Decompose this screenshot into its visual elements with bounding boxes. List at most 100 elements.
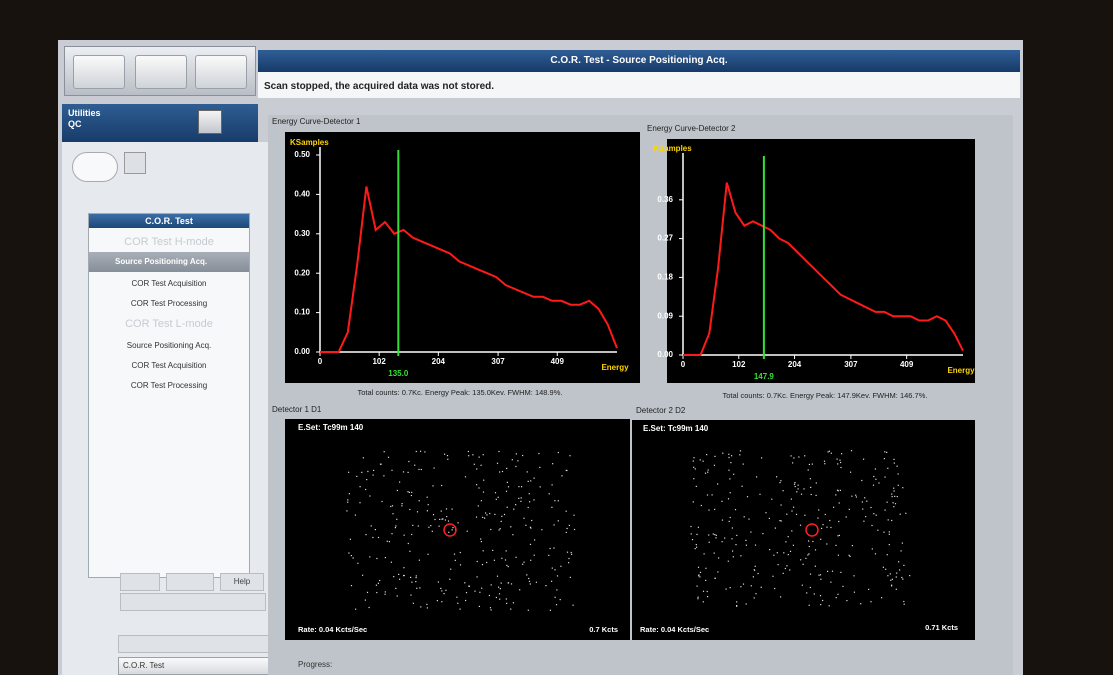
event-dot — [746, 603, 747, 604]
event-dot — [571, 552, 572, 553]
event-dot — [747, 496, 748, 497]
event-dot — [753, 576, 754, 577]
event-dot — [820, 574, 821, 575]
event-dot — [499, 593, 500, 594]
event-dot — [899, 569, 900, 570]
event-dot — [736, 601, 737, 602]
event-dot — [728, 561, 729, 562]
event-dot — [401, 505, 402, 506]
event-dot — [531, 520, 532, 521]
event-dot — [726, 589, 727, 590]
event-dot — [530, 528, 531, 529]
event-dot — [714, 509, 715, 510]
event-dot — [871, 525, 872, 526]
event-dot — [445, 519, 446, 520]
event-dot — [690, 526, 691, 527]
event-dot — [496, 597, 497, 598]
event-dot — [415, 581, 416, 582]
event-dot — [411, 492, 412, 493]
event-dot — [833, 507, 834, 508]
event-dot — [346, 510, 347, 511]
event-dot — [467, 531, 468, 532]
event-dot — [409, 551, 410, 552]
event-dot — [573, 515, 574, 516]
event-dot — [522, 564, 523, 565]
event-dot — [853, 575, 854, 576]
y-tick-label: 0.18 — [657, 273, 673, 282]
event-dot — [517, 460, 518, 461]
event-dot — [901, 550, 902, 551]
panel-title: Energy Curve-Detector 2 — [647, 124, 736, 133]
event-dot — [896, 589, 897, 590]
event-dot — [779, 520, 780, 521]
event-dot — [395, 588, 396, 589]
event-dot — [800, 559, 801, 560]
event-dot — [357, 563, 358, 564]
event-dot — [419, 587, 420, 588]
x-axis-label: Energy — [601, 363, 629, 372]
event-dot — [887, 554, 888, 555]
event-dot — [558, 520, 559, 521]
event-dot — [740, 555, 741, 556]
event-dot — [490, 529, 491, 530]
event-dot — [893, 506, 894, 507]
event-dot — [416, 575, 417, 576]
event-dot — [707, 472, 708, 473]
event-dot — [804, 515, 805, 516]
event-dot — [454, 554, 455, 555]
event-dot — [728, 454, 729, 455]
y-tick-label: 0.09 — [657, 311, 673, 320]
x-tick-label: 204 — [788, 360, 802, 369]
event-dot — [873, 485, 874, 486]
event-dot — [530, 480, 531, 481]
event-dot — [755, 566, 756, 567]
event-dot — [552, 463, 553, 464]
event-dot — [408, 472, 409, 473]
event-dot — [510, 609, 511, 610]
event-dot — [440, 588, 441, 589]
event-dot — [805, 558, 806, 559]
event-dot — [695, 548, 696, 549]
event-dot — [705, 568, 706, 569]
event-dot — [887, 468, 888, 469]
event-dot — [513, 509, 514, 510]
event-dot — [416, 577, 417, 578]
event-dot — [818, 509, 819, 510]
event-dot — [713, 533, 714, 534]
event-dot — [788, 554, 789, 555]
event-dot — [862, 501, 863, 502]
event-dot — [478, 487, 479, 488]
event-dot — [378, 583, 379, 584]
event-dot — [369, 495, 370, 496]
event-dot — [875, 553, 876, 554]
event-dot — [836, 597, 837, 598]
event-dot — [448, 520, 449, 521]
event-dot — [842, 586, 843, 587]
event-dot — [448, 532, 449, 533]
event-dot — [480, 538, 481, 539]
event-dot — [736, 535, 737, 536]
event-dot — [744, 516, 745, 517]
event-dot — [755, 545, 756, 546]
event-dot — [413, 603, 414, 604]
event-dot — [798, 456, 799, 457]
event-dot — [824, 463, 825, 464]
event-dot — [489, 595, 490, 596]
event-dot — [895, 503, 896, 504]
event-dot — [746, 545, 747, 546]
event-dot — [791, 510, 792, 511]
event-dot — [482, 564, 483, 565]
event-dot — [548, 555, 549, 556]
detector-view — [285, 419, 630, 640]
x-tick-label: 307 — [491, 357, 505, 366]
event-dot — [553, 548, 554, 549]
event-dot — [873, 476, 874, 477]
event-dot — [530, 583, 531, 584]
event-dot — [420, 606, 421, 607]
event-dot — [351, 585, 352, 586]
event-dot — [791, 530, 792, 531]
summary: Total counts: 0.7Kc. Energy Peak: 147.9K… — [723, 391, 928, 400]
event-dot — [442, 518, 443, 519]
event-dot — [769, 518, 770, 519]
event-dot — [569, 525, 570, 526]
